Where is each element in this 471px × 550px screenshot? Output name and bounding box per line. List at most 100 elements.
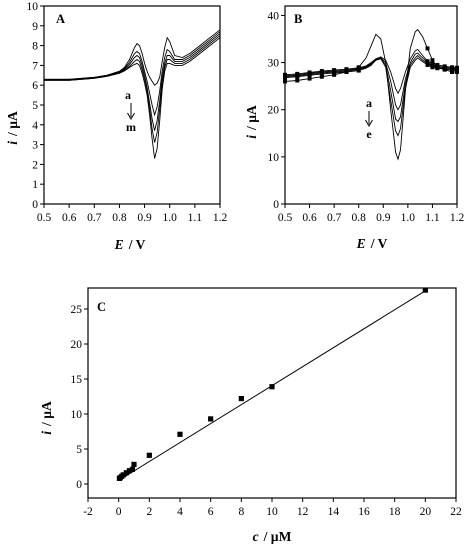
- panel-c-x-tick-label: 2: [146, 506, 152, 518]
- panel-b-series-5-marker: [430, 61, 435, 66]
- panel-a-y-tick-label: 5: [32, 100, 38, 112]
- panel-a-y-tick-label: 8: [32, 41, 38, 53]
- panel-a-y-tick-label: 6: [32, 80, 38, 92]
- panel-b-ylabel: i / µA: [244, 105, 259, 139]
- panel-b-series-5-marker: [283, 72, 287, 77]
- panel-b-y-tick-label: 40: [268, 10, 280, 22]
- panel-b-y-tick-label: 10: [268, 152, 280, 164]
- panel-a-series-3: [44, 33, 221, 131]
- panel-b-series-5-marker: [356, 65, 361, 70]
- panel-b-y-ticks: 0 10 20 30 40: [268, 10, 285, 211]
- panel-c-y-tick-label: 0: [76, 479, 82, 491]
- panel-c-x-tick-label: 12: [297, 506, 309, 518]
- panel-a-x-tick-label: 1.1: [188, 212, 203, 224]
- panel-b-curves: [283, 28, 459, 161]
- panel-b-xlabel: E / V: [356, 236, 388, 251]
- panel-c-ylabel-var: i: [39, 431, 54, 435]
- panel-b-letter: B: [294, 12, 302, 26]
- panel-b-series-1-marker: [430, 58, 435, 63]
- panel-c-x-tick-label: 14: [328, 506, 340, 518]
- panel-c-x-tick-label: -2: [83, 506, 93, 518]
- panel-b-series-5-marker: [332, 68, 337, 73]
- panel-c-x-tick-label: 0: [116, 506, 122, 518]
- panel-b-y-tick-label: 30: [268, 58, 280, 70]
- panel-a-series-2: [44, 31, 221, 117]
- panel-c-point: [269, 384, 275, 390]
- panel-b-series-1-marker: [425, 46, 430, 51]
- panel-c-point: [146, 452, 152, 458]
- panel-b-series-5-marker: [344, 67, 349, 72]
- panel-b-x-tick-label: 1.1: [425, 212, 440, 224]
- panel-a-x-ticks: 0.5 0.6 0.7 0.8 0.9 1.0 1.1 1.2: [37, 204, 228, 224]
- panel-b-anno-arrowhead: [365, 119, 373, 127]
- panel-c-y-tick-label: 10: [71, 409, 83, 421]
- panel-c-point: [177, 431, 183, 437]
- panel-a-xlabel: E / V: [114, 237, 146, 252]
- panel-c-ylabel-unit: / µA: [39, 401, 54, 427]
- panel-c-points: [116, 287, 428, 481]
- panel-c-y-tick-label: 25: [71, 304, 83, 316]
- panel-b-x-tick-label: 0.8: [352, 212, 367, 224]
- panel-b-xlabel-unit: / V: [370, 236, 388, 251]
- panel-a-y-tick-label: 1: [32, 179, 38, 191]
- panel-c-ylabel: i / µA: [39, 401, 54, 435]
- panel-a-curves: [44, 29, 221, 159]
- panel-b-frame: [284, 5, 458, 205]
- panel-b-series-1-marker: [307, 76, 312, 81]
- panel-c-frame: [87, 287, 457, 499]
- panel-c-xlabel-unit: / µM: [263, 529, 292, 544]
- panel-b-y-tick-label: 0: [273, 199, 279, 211]
- panel-c-point: [208, 416, 214, 422]
- panel-a-x-tick-label: 0.6: [62, 212, 77, 224]
- panel-b-series-5-marker: [295, 71, 300, 76]
- panel-a-y-tick-label: 2: [32, 159, 38, 171]
- panel-b-x-tick-label: 0.7: [327, 212, 342, 224]
- panel-b-series-1-marker: [319, 74, 324, 79]
- panel-c-x-tick-label: 6: [208, 506, 214, 518]
- panel-b-series-5-marker: [425, 59, 430, 64]
- panel-b-series-5-marker: [450, 65, 455, 70]
- panel-a-x-tick-label: 0.9: [137, 212, 152, 224]
- panel-a-y-tick-label: 10: [27, 1, 39, 13]
- panel-c-point: [126, 468, 132, 474]
- panel-a-anno-arrowhead: [127, 112, 135, 120]
- panel-b-x-ticks: 0.5 0.6 0.7 0.8 0.9 1.0 1.1 1.2: [278, 204, 465, 224]
- panel-b: 0.5 0.6 0.7 0.8 0.9 1.0 1.1 1.2 0 10 20 30 40 B a e…: [244, 5, 465, 251]
- panel-b-series-5-marker: [442, 64, 447, 69]
- panel-b-series-1-marker: [283, 79, 287, 84]
- panel-c-x-ticks: -2 0 2 4 6 8 10 12 14 16 18 20 22: [83, 498, 462, 518]
- panel-b-x-tick-label: 1.2: [450, 212, 465, 224]
- panel-b-x-tick-label: 0.5: [278, 212, 293, 224]
- panel-c-x-tick-label: 22: [450, 506, 462, 518]
- panel-c-point: [422, 287, 428, 293]
- panel-c-x-tick-label: 18: [389, 506, 401, 518]
- panel-a-y-tick-label: 3: [32, 140, 38, 152]
- panel-a-ylabel-unit: / µA: [5, 111, 20, 137]
- panel-c-point: [238, 396, 244, 402]
- panel-c-point: [123, 470, 129, 476]
- panel-c-y-tick-label: 20: [71, 339, 83, 351]
- panel-c-x-tick-label: 20: [420, 506, 432, 518]
- panel-b-series-5-marker: [435, 62, 440, 67]
- panel-c-point: [120, 472, 126, 478]
- panel-b-anno-top: a: [366, 96, 372, 110]
- panel-c-y-tick-label: 5: [76, 444, 82, 456]
- panel-b-x-tick-label: 0.9: [376, 212, 391, 224]
- panel-a-x-tick-label: 1.2: [213, 212, 228, 224]
- panel-a-x-tick-label: 0.8: [112, 212, 127, 224]
- panel-b-x-tick-label: 1.0: [401, 212, 416, 224]
- panel-a-x-tick-label: 0.5: [37, 212, 52, 224]
- panel-b-ylabel-unit: / µA: [244, 105, 259, 131]
- panel-c-y-tick-label: 15: [71, 374, 83, 386]
- panel-c-x-tick-label: 16: [358, 506, 370, 518]
- panel-c-xlabel: c / µM: [253, 529, 292, 544]
- panel-c-y-ticks: 0 5 10 15 20 25: [71, 304, 88, 491]
- panel-a-annotation: a m: [125, 88, 136, 134]
- panel-a-anno-bottom: m: [126, 120, 136, 134]
- panel-a-y-tick-label: 0: [32, 199, 38, 211]
- panel-b-series-5-marker: [307, 70, 312, 75]
- panel-c-xlabel-var: c: [253, 529, 259, 544]
- panel-a-letter: A: [56, 12, 65, 26]
- panel-b-anno-bottom: e: [366, 127, 372, 141]
